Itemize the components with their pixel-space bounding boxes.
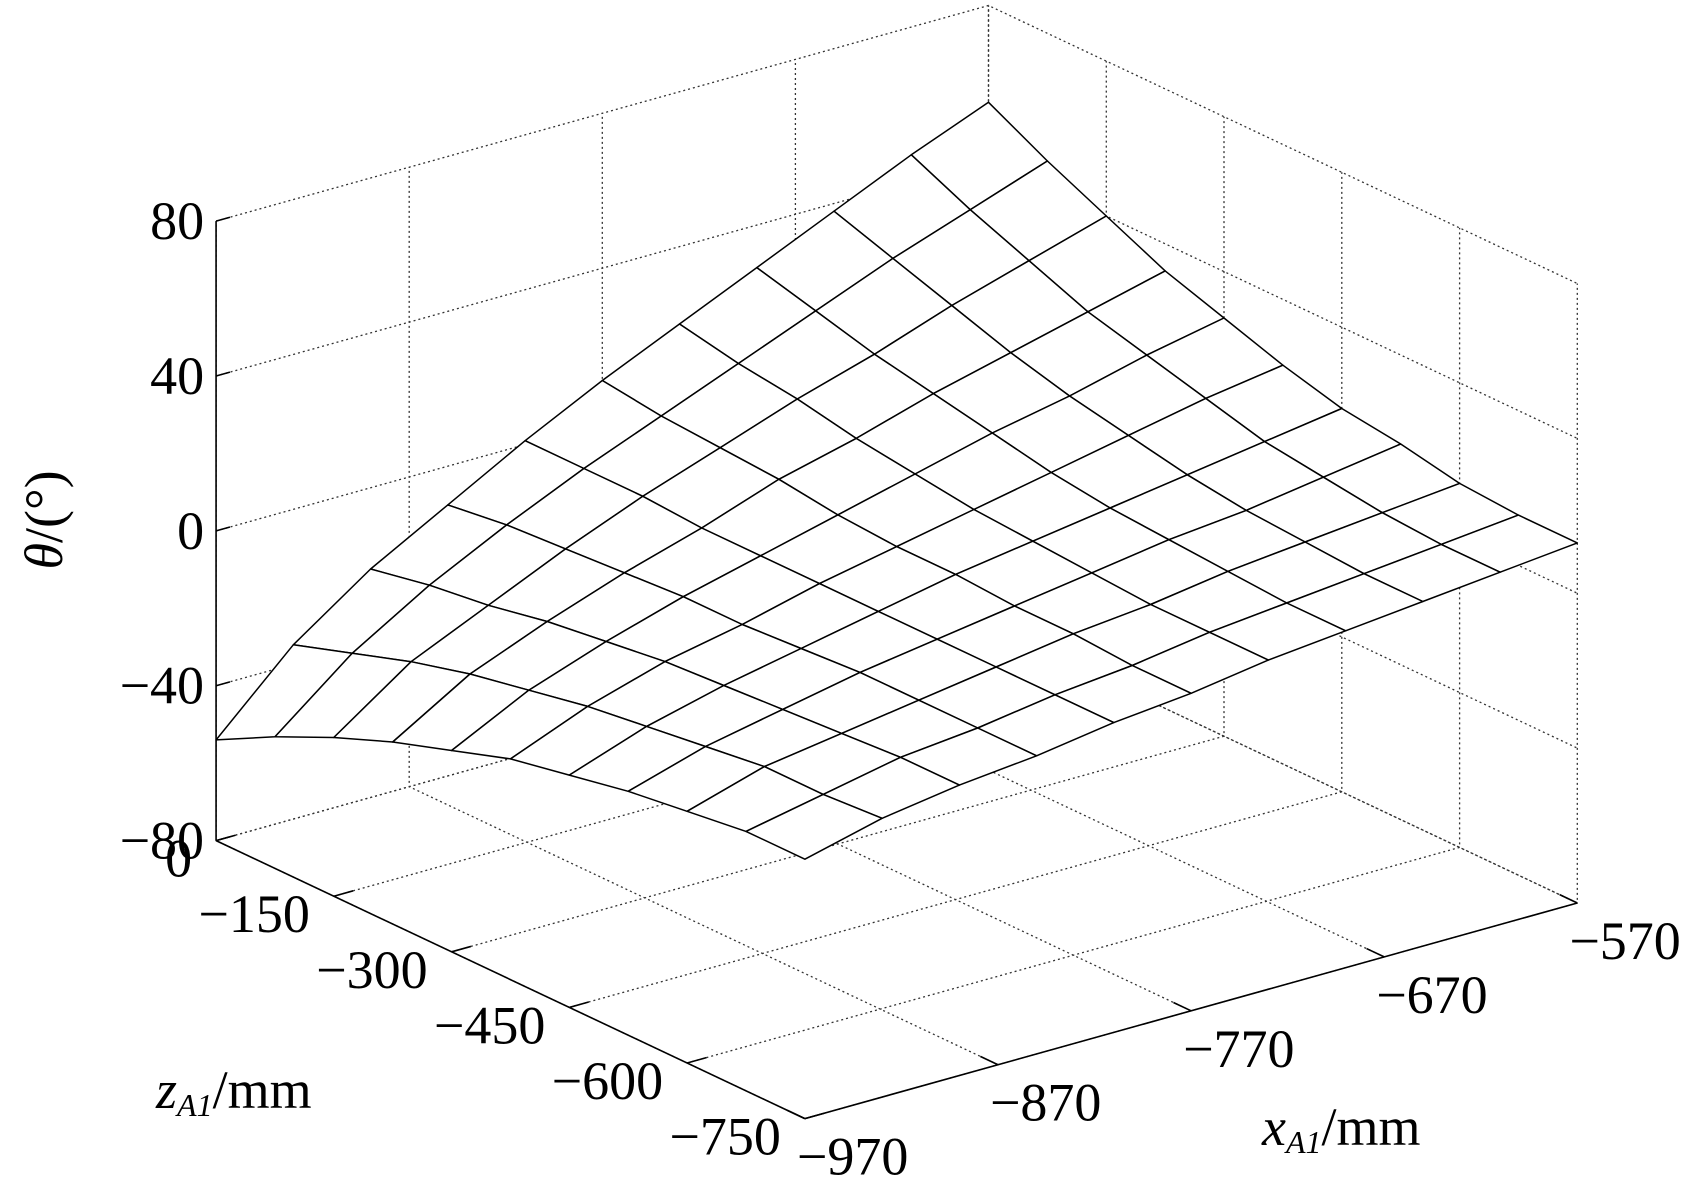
x-tick-label: −770 — [1183, 1019, 1294, 1079]
axes: −80−4004080−970−870−770−670−5700−150−300… — [120, 191, 1681, 1187]
y-tick — [215, 371, 231, 377]
z-tick-label: −750 — [669, 1107, 780, 1167]
x-axis-title: xA1/mm — [1261, 1097, 1421, 1160]
y-tick — [215, 216, 231, 222]
axis-line — [215, 839, 806, 1120]
grid-line — [686, 227, 1461, 1064]
z-axis-subscript: A1 — [175, 1087, 213, 1123]
x-axis-unit: /mm — [1322, 1097, 1421, 1157]
y-axis-symbol: θ — [14, 543, 74, 570]
z-tick-label: 0 — [165, 829, 192, 889]
grid-line — [451, 116, 1225, 953]
x-tick-label: −970 — [797, 1127, 908, 1187]
x-tick-label: −670 — [1376, 965, 1487, 1025]
x-tick — [1366, 947, 1385, 958]
z-tick — [333, 890, 354, 897]
z-tick-label: −300 — [316, 940, 427, 1000]
surface-cell — [745, 793, 883, 860]
axis-line — [804, 902, 1578, 1120]
y-axis-title: θ/(°) — [14, 470, 74, 569]
z-tick — [215, 834, 236, 842]
y-axis-unit: /(°) — [14, 470, 74, 543]
z-axis-title: zA1/mm — [155, 1060, 312, 1123]
z-axis-unit: /mm — [213, 1060, 312, 1120]
grid-line — [569, 172, 1343, 1009]
z-tick-label: −150 — [198, 884, 309, 944]
y-tick-label: 0 — [177, 501, 204, 561]
x-axis-symbol: x — [1261, 1097, 1286, 1157]
x-tick — [1173, 1001, 1192, 1012]
z-tick — [451, 945, 472, 953]
y-tick-label: 80 — [150, 191, 204, 251]
surface — [215, 101, 1579, 860]
y-tick-label: 40 — [150, 346, 204, 406]
x-axis-subscript: A1 — [1284, 1124, 1322, 1160]
z-axis-symbol: z — [155, 1060, 177, 1120]
x-tick — [1559, 893, 1578, 904]
y-tick — [215, 526, 231, 532]
x-tick-label: −870 — [990, 1073, 1101, 1133]
x-tick-label: −570 — [1569, 911, 1680, 971]
z-tick — [569, 1001, 589, 1009]
z-tick — [686, 1056, 707, 1064]
z-tick-label: −450 — [434, 995, 545, 1055]
z-tick-label: −600 — [552, 1051, 663, 1111]
y-tick-label: −80 — [120, 811, 204, 871]
x-tick — [979, 1055, 999, 1066]
y-tick-label: −40 — [120, 656, 204, 716]
y-tick — [215, 681, 231, 687]
